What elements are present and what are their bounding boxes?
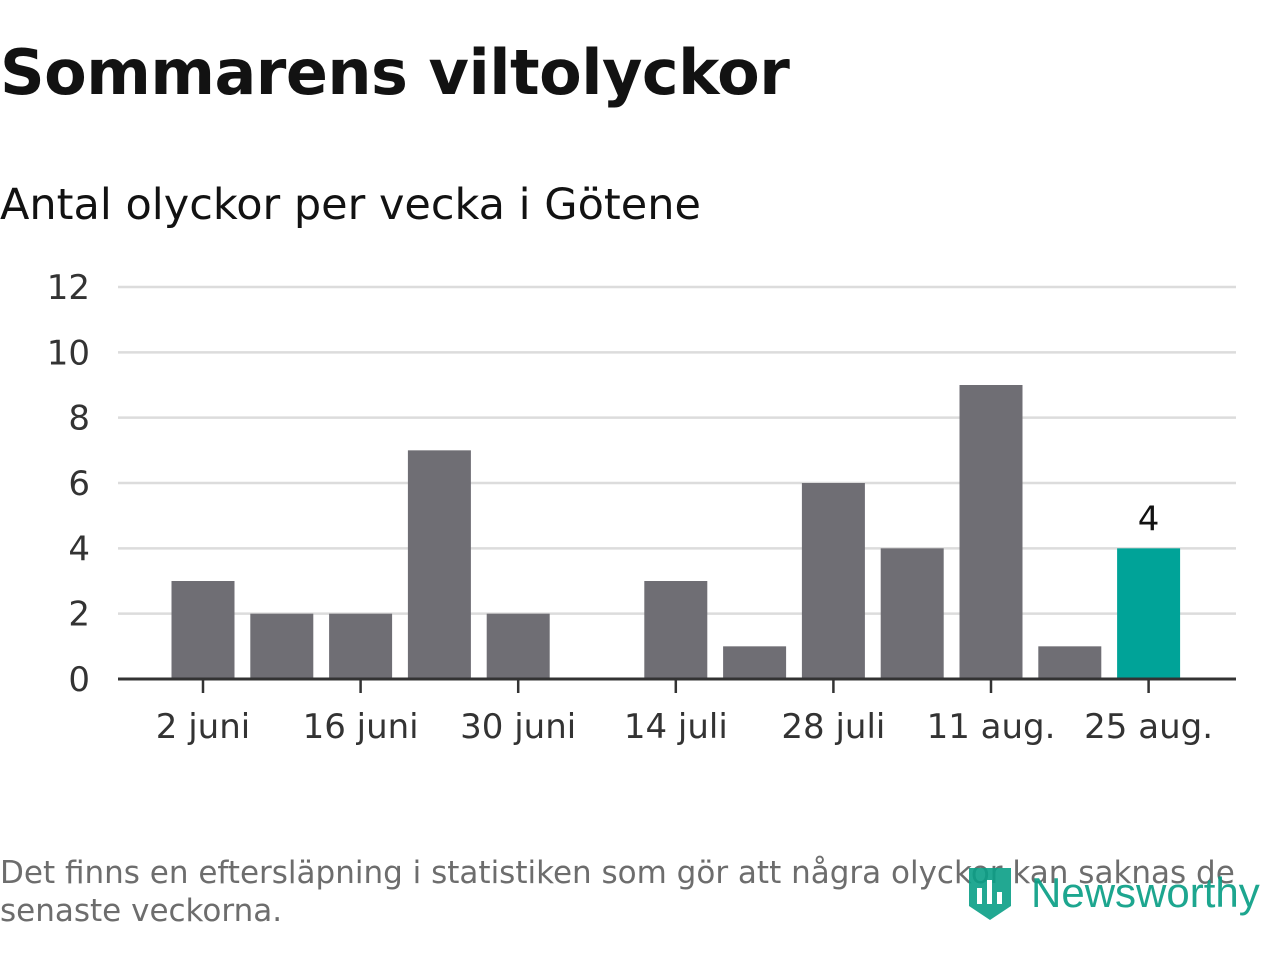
x-tick-label: 25 aug.: [1084, 707, 1213, 747]
y-tick-label: 10: [47, 333, 90, 373]
newsworthy-logo-icon: [969, 868, 1011, 920]
bar: [644, 581, 708, 679]
brand-name: Newsworthy: [1031, 869, 1260, 916]
grid-lines: [118, 285, 1236, 615]
bar: [486, 613, 550, 679]
bar: [407, 450, 471, 679]
highlight-value-label: 4: [1138, 499, 1160, 539]
x-tick-label: 30 juni: [460, 707, 576, 747]
y-tick-label: 2: [68, 595, 90, 635]
y-tick-label: 6: [68, 464, 90, 504]
bar: [329, 613, 393, 679]
y-tick-label: 12: [47, 268, 90, 308]
x-axis-ticks: 2 juni 16 juni 30 juni 14 juli 28 juli 11 aug…: [156, 679, 1213, 747]
bar: [959, 385, 1023, 679]
chart-subtitle: Antal olyckor per vecka i Götene: [0, 180, 701, 230]
footnote: Det finns en eftersläpning i statistiken…: [0, 855, 1235, 929]
x-tick-label: 28 juli: [781, 707, 885, 747]
data-labels: 4: [1138, 499, 1160, 539]
chart-title: Sommarens viltolyckor: [0, 36, 790, 109]
y-tick-label: 8: [68, 399, 90, 439]
bar: [801, 483, 865, 679]
x-tick-label: 14 juli: [624, 707, 728, 747]
bar: [880, 548, 944, 679]
bar: [171, 581, 235, 679]
bars: [171, 385, 1181, 679]
y-tick-label: 0: [68, 660, 90, 700]
bar: [723, 646, 787, 679]
y-axis-ticks: 0 2 4 6 8 10 12: [47, 268, 90, 700]
x-tick-label: 2 juni: [156, 707, 250, 747]
brand: Newsworthy: [965, 862, 1260, 924]
bar-chart: 0 2 4 6 8 10 12 2 juni 16 juni 30 juni 14 juli 28 …: [47, 268, 1236, 747]
bar: [1038, 646, 1102, 679]
x-tick-label: 11 aug.: [927, 707, 1056, 747]
bar: [1117, 548, 1181, 679]
x-tick-label: 16 juni: [303, 707, 419, 747]
y-tick-label: 4: [68, 529, 90, 569]
bar: [250, 613, 314, 679]
